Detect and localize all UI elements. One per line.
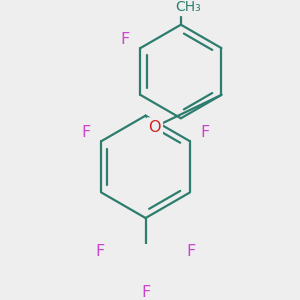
Text: F: F bbox=[187, 244, 196, 259]
Text: F: F bbox=[141, 285, 150, 300]
Text: F: F bbox=[201, 125, 210, 140]
Text: F: F bbox=[95, 244, 104, 259]
Text: F: F bbox=[121, 32, 130, 47]
Text: F: F bbox=[81, 125, 91, 140]
Text: CH₃: CH₃ bbox=[175, 0, 201, 14]
Text: O: O bbox=[148, 120, 161, 135]
